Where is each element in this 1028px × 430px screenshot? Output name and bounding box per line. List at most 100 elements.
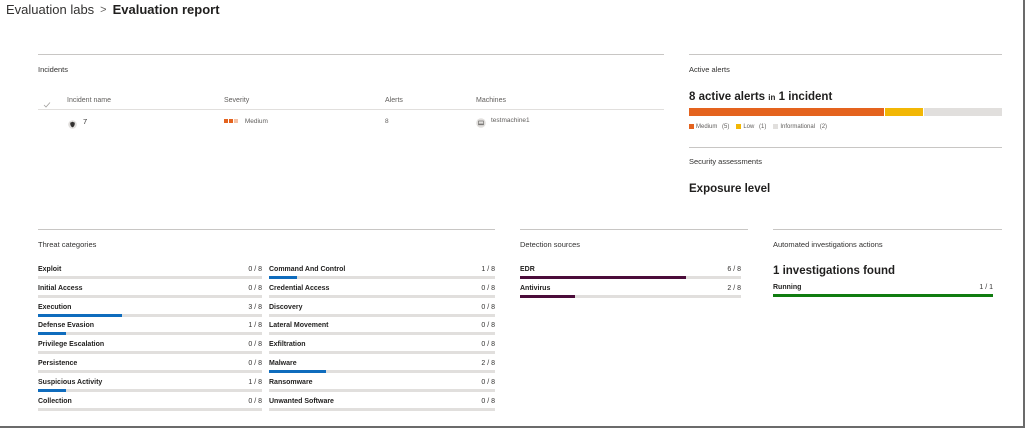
- active-alerts-in: in: [768, 93, 776, 102]
- alerts-severity-bar: [689, 108, 1002, 116]
- threat-category-progress-track: [269, 332, 495, 336]
- detection-source-row: Antivirus 2 / 8: [520, 285, 741, 297]
- threat-category-name: Exfiltration: [269, 341, 306, 349]
- threat-category-progress-fill: [269, 370, 326, 373]
- threat-category-exploit[interactable]: Exploit 0 / 8: [38, 266, 262, 280]
- select-all-checkbox[interactable]: [43, 96, 51, 108]
- threat-category-count: 0 / 8: [248, 341, 262, 349]
- threat-category-name: Suspicious Activity: [38, 378, 103, 386]
- threat-category-count: 0 / 8: [481, 303, 495, 311]
- threat-category-row: Lateral Movement 0 / 8: [269, 322, 495, 334]
- severity-bar-1: [224, 119, 228, 124]
- threat-category-name: Collection: [38, 397, 72, 405]
- threat-category-name: Unwanted Software: [269, 397, 334, 405]
- investigation-status-progress-track: [773, 294, 993, 297]
- legend-swatch: [689, 124, 694, 129]
- threat-category-name: Persistence: [38, 360, 78, 367]
- legend-item-low: Low (1): [736, 124, 766, 130]
- threat-category-name: Initial Access: [38, 284, 83, 292]
- machine-icon: [476, 115, 486, 128]
- threat-category-progress-track: [38, 276, 262, 279]
- threat-category-progress-track: [269, 276, 495, 279]
- threat-category-row: Malware 2 / 8: [269, 360, 495, 372]
- severity-cell: Medium: [224, 118, 268, 125]
- threat-category-count: 0 / 8: [481, 341, 495, 349]
- threat-category-command-and-control[interactable]: Command And Control 1 / 8: [269, 266, 495, 280]
- threat-category-collection[interactable]: Collection 0 / 8: [38, 398, 262, 412]
- alerts-bar-segment-low[interactable]: [884, 108, 924, 116]
- threat-category-count: 1 / 8: [481, 266, 495, 273]
- detection-source-row: EDR 6 / 8: [520, 266, 741, 278]
- legend-label: Informational: [780, 124, 816, 131]
- incidents-divider: [38, 54, 664, 55]
- threat-category-name: Lateral Movement: [269, 322, 329, 330]
- threat-category-row: Execution 3 / 8: [38, 304, 262, 316]
- threat-category-malware[interactable]: Malware 2 / 8: [269, 360, 495, 374]
- investigation-status-running[interactable]: Running 1 / 1: [773, 284, 993, 298]
- threat-category-progress-track: [38, 313, 262, 317]
- table-row[interactable]: 7 Medium 8 testmachine1: [38, 113, 664, 131]
- alerts-bar-segment-medium[interactable]: [689, 108, 885, 116]
- detection-source-progress-fill: [520, 276, 686, 279]
- column-header-incident-name[interactable]: Incident name: [67, 97, 111, 104]
- threat-category-execution[interactable]: Execution 3 / 8: [38, 304, 262, 318]
- column-header-severity[interactable]: Severity: [224, 97, 250, 104]
- threat-category-exfiltration[interactable]: Exfiltration 0 / 8: [269, 341, 495, 355]
- threat-category-row: Ransomware 0 / 8: [269, 379, 495, 391]
- severity-label: Medium: [244, 118, 268, 125]
- threat-category-progress-fill: [38, 332, 66, 336]
- threats-divider: [38, 229, 495, 230]
- threat-category-unwanted-software[interactable]: Unwanted Software 0 / 8: [269, 398, 495, 412]
- automated-headline: 1 investigations found: [773, 265, 896, 277]
- threat-category-progress-track: [269, 407, 495, 411]
- threat-category-persistence[interactable]: Persistence 0 / 8: [38, 360, 262, 374]
- threat-category-progress-track: [38, 407, 262, 411]
- investigation-status-count: 1 / 1: [979, 284, 993, 291]
- threat-category-row: Initial Access 0 / 8: [38, 285, 262, 297]
- threat-category-progress-track: [269, 313, 495, 317]
- threat-category-progress-fill: [269, 276, 298, 279]
- threat-category-name: Malware: [269, 360, 297, 367]
- legend-label: Medium: [696, 124, 718, 131]
- detection-source-antivirus[interactable]: Antivirus 2 / 8: [520, 285, 741, 299]
- investigation-status-row: Running 1 / 1: [773, 284, 993, 296]
- threat-category-lateral-movement[interactable]: Lateral Movement 0 / 8: [269, 322, 495, 336]
- exposure-level-title: Exposure level: [689, 183, 771, 195]
- threat-category-count: 3 / 8: [248, 303, 262, 311]
- incident-name[interactable]: 7: [83, 117, 88, 126]
- threat-category-progress-track: [269, 388, 495, 392]
- alerts-bar-segment-informational[interactable]: [923, 108, 1002, 116]
- breadcrumb-evaluation-labs[interactable]: Evaluation labs: [6, 2, 95, 17]
- alerts-legend: Medium (5) Low (1) Informational (2): [689, 124, 827, 130]
- threat-category-row: Exploit 0 / 8: [38, 266, 262, 278]
- threat-category-suspicious-activity[interactable]: Suspicious Activity 1 / 8: [38, 379, 262, 393]
- detection-source-progress-track: [520, 294, 741, 298]
- detection-source-name: Antivirus: [520, 284, 551, 292]
- threat-category-row: Suspicious Activity 1 / 8: [38, 379, 262, 391]
- threat-category-privilege-escalation[interactable]: Privilege Escalation 0 / 8: [38, 341, 262, 355]
- table-header-divider: [38, 109, 664, 110]
- investigation-status-progress-fill: [773, 294, 993, 297]
- detection-source-edr[interactable]: EDR 6 / 8: [520, 266, 741, 280]
- threat-category-name: Ransomware: [269, 378, 313, 386]
- threat-category-credential-access[interactable]: Credential Access 0 / 8: [269, 285, 495, 299]
- page-title: Evaluation report: [112, 2, 220, 17]
- threat-category-count: 1 / 8: [248, 322, 262, 330]
- threat-category-name: Discovery: [269, 303, 303, 311]
- security-divider: [689, 147, 1002, 148]
- column-header-machines[interactable]: Machines: [476, 97, 506, 104]
- threat-category-row: Exfiltration 0 / 8: [269, 341, 495, 353]
- automated-divider: [773, 229, 1002, 230]
- machine-link[interactable]: testmachine1: [491, 117, 530, 124]
- column-header-alerts[interactable]: Alerts: [385, 97, 403, 104]
- threat-category-row: Command And Control 1 / 8: [269, 266, 495, 278]
- threat-category-initial-access[interactable]: Initial Access 0 / 8: [38, 285, 262, 299]
- threat-category-ransomware[interactable]: Ransomware 0 / 8: [269, 379, 495, 393]
- legend-swatch: [773, 124, 779, 129]
- breadcrumb-separator: >: [100, 3, 107, 16]
- threat-category-row: Defense Evasion 1 / 8: [38, 322, 262, 334]
- threat-category-defense-evasion[interactable]: Defense Evasion 1 / 8: [38, 322, 262, 336]
- legend-count: (5): [720, 124, 730, 131]
- threat-category-row: Discovery 0 / 8: [269, 304, 495, 316]
- threat-category-discovery[interactable]: Discovery 0 / 8: [269, 304, 495, 318]
